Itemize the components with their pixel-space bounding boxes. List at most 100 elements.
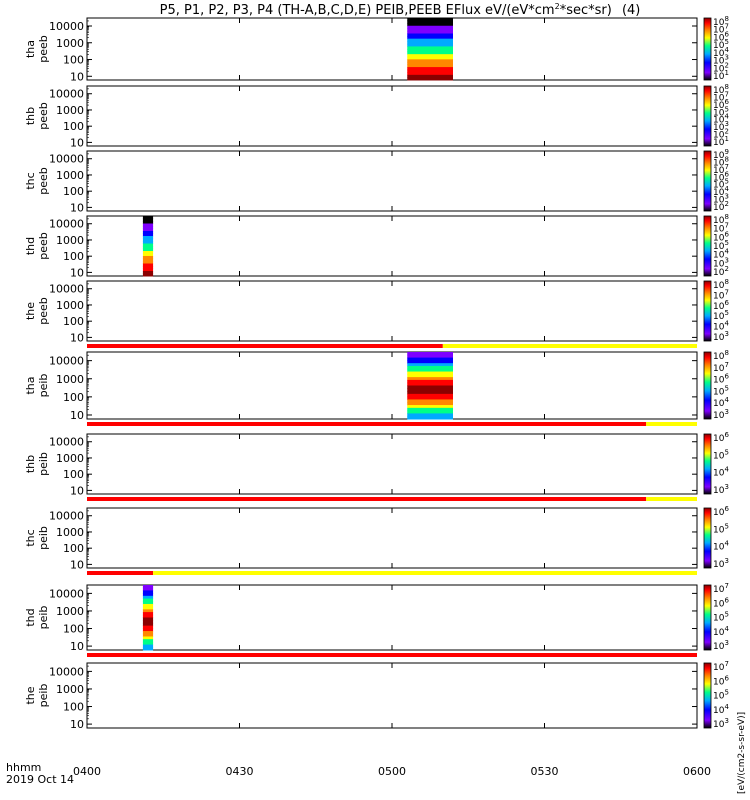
data-block-band (407, 407, 453, 412)
colorbar-tick-exp: 4 (724, 625, 729, 633)
y-tick-label: 100 (63, 185, 84, 198)
data-block-band (142, 644, 154, 648)
data-block-band (142, 223, 154, 227)
data-block-band (407, 396, 453, 400)
colorbar (703, 584, 712, 651)
panel-probe-label: thd (24, 237, 37, 255)
colorbar-tick-exp: 6 (724, 505, 729, 513)
colorbar-tick-exp: 9 (724, 148, 728, 156)
panel-frame (86, 351, 698, 420)
y-tick-label: 100 (63, 315, 84, 328)
colorbar-tick-label: 104 (713, 625, 729, 638)
colorbar-tick-exp: 8 (724, 278, 728, 286)
data-block-band (142, 216, 154, 219)
data-block-band (407, 49, 453, 53)
colorbar-tick-exp: 7 (724, 361, 728, 369)
data-block-band (407, 30, 453, 34)
data-block-band (407, 20, 453, 24)
panel-probe-label: thc (24, 529, 37, 546)
colorbar-tick-exp: 4 (724, 396, 729, 404)
colorbar-tick-exp: 7 (724, 222, 728, 230)
colorbar-tick-exp: 6 (724, 596, 729, 604)
colorbar-tick-exp: 3 (724, 256, 728, 264)
x-tick-label: 0430 (226, 765, 254, 778)
colorbar-tick-exp: 5 (724, 689, 728, 697)
colorbar-tick-exp: 7 (724, 660, 728, 668)
colorbar (703, 85, 712, 147)
data-block-band (407, 54, 453, 58)
y-tick-label: 100 (63, 54, 84, 67)
chart-title-sup: 2 (555, 2, 560, 11)
data-block-band (142, 598, 154, 602)
data-block-band (407, 56, 453, 60)
y-tick-label: 100 (63, 120, 84, 133)
colorbar (703, 215, 712, 277)
y-tick-label: 10000 (49, 587, 84, 600)
colorbar-tick-label: 103 (713, 483, 729, 496)
data-block-band (407, 410, 453, 414)
panel-frame (86, 507, 698, 569)
panel-probe-label: thb (24, 455, 37, 473)
colorbar-tick-exp: 5 (724, 522, 728, 530)
colorbar-tick-exp: 6 (724, 373, 729, 381)
colorbar-tick-exp: 2 (724, 128, 728, 136)
colorbar-tick-exp: 3 (724, 193, 728, 201)
colorbar-tick-label: 104 (713, 466, 729, 479)
colorbar-tick-exp: 8 (724, 213, 728, 221)
y-tick-label: 1000 (56, 169, 84, 182)
date-label: 2019 Oct 14 (6, 773, 74, 786)
y-tick-label: 10 (70, 718, 84, 731)
panel-probe-label: thb (24, 107, 37, 125)
colorbar-tick-exp: 6 (724, 30, 729, 38)
data-block-band (142, 266, 154, 269)
panel-instrument-label: peib (37, 374, 50, 398)
panel-frame (86, 85, 698, 147)
colorbar-tick-exp: 7 (724, 163, 728, 171)
colorbar (703, 507, 712, 569)
colorbar-tick-exp: 5 (724, 611, 728, 619)
data-block-band (142, 647, 154, 651)
colorbar-tick-exp: 5 (724, 239, 728, 247)
panel-instrument-label: peeb (37, 35, 50, 63)
data-block-band (407, 357, 453, 361)
data-block-band (407, 354, 453, 359)
data-block-band (142, 595, 154, 600)
y-tick-label: 100 (63, 468, 84, 481)
data-block-band (142, 603, 154, 608)
colorbar-tick-exp: 4 (724, 320, 729, 328)
colorbar-label: [eV/(cm2-s-sr-eV)] (737, 712, 747, 794)
data-block-band (407, 360, 453, 364)
y-tick-label: 10000 (49, 436, 84, 449)
colorbar-tick-exp: 3 (724, 54, 728, 62)
y-tick-label: 100 (63, 623, 84, 636)
data-block-band (142, 641, 154, 646)
colorbar-tick-exp: 6 (724, 170, 729, 178)
colorbar-tick-exp: 7 (724, 288, 728, 296)
colorbar-tick-exp: 1 (724, 69, 728, 77)
data-block-band (407, 379, 453, 384)
data-block-band (407, 61, 453, 65)
data-block-band (407, 74, 453, 78)
data-block-band (142, 226, 154, 229)
chart-title: P5, P1, P2, P3, P4 (TH-A,B,C,D,E) PEIB,P… (160, 2, 641, 18)
data-block-band (142, 273, 154, 277)
data-block-band (142, 609, 154, 613)
data-block-band (407, 64, 453, 68)
data-block-band (407, 43, 453, 47)
status-bar-red (87, 653, 697, 657)
colorbar-tick-exp: 1 (724, 135, 728, 143)
y-tick-label: 10000 (49, 283, 84, 296)
panel-probe-label: tha (24, 376, 37, 394)
data-block-band (407, 393, 453, 398)
x-tick-label: 0500 (378, 765, 406, 778)
y-tick-label: 1000 (56, 37, 84, 50)
data-block-band (407, 38, 453, 42)
colorbar-tick-exp: 6 (724, 98, 729, 106)
y-tick-label: 10 (70, 409, 84, 422)
colorbar-tick-exp: 6 (724, 674, 729, 682)
data-block-band (407, 67, 453, 71)
